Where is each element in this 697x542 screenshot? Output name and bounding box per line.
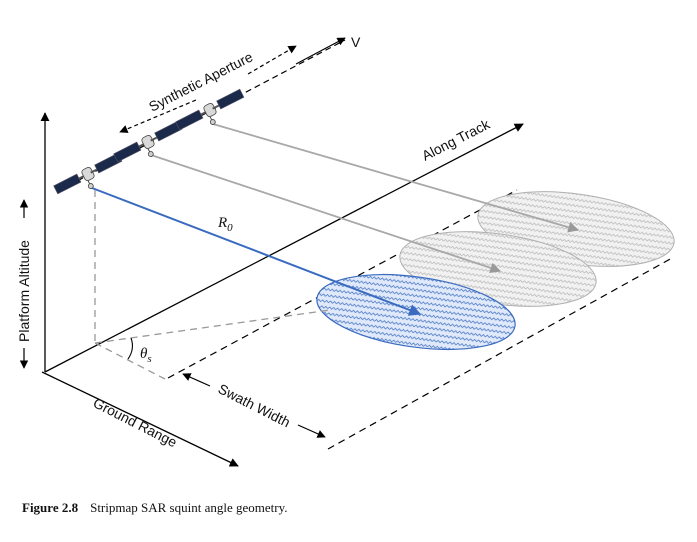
along-track-axis <box>44 123 524 373</box>
satellite-icon <box>52 151 128 205</box>
synthetic-aperture-arrow-right <box>247 45 297 75</box>
platform-altitude-label: Platform Altitude <box>16 240 32 342</box>
stripmap-sar-diagram: V Synthetic Aperture Along Track Platfor… <box>16 34 675 467</box>
zero-squint-line <box>94 342 166 380</box>
along-track-label: Along Track <box>419 115 493 163</box>
swath-width-arrow-far <box>297 424 326 438</box>
velocity-arrow <box>295 37 346 65</box>
squint-angle-arc <box>127 337 134 360</box>
range-label: R0 <box>217 215 233 234</box>
synthetic-aperture-label: Synthetic Aperture <box>146 48 255 114</box>
squint-angle-label: θs <box>140 346 152 365</box>
ground-range-label: Ground Range <box>91 394 180 450</box>
figure-number: Figure 2.8 <box>22 500 79 515</box>
beam-inactive-far <box>212 123 580 233</box>
swath-width-label: Swath Width <box>216 380 293 430</box>
swath-far-edge <box>327 257 673 450</box>
beam-active <box>91 187 422 316</box>
velocity-label: V <box>351 34 361 50</box>
caption-text: Stripmap SAR squint angle geometry. <box>90 500 288 515</box>
ground-range-axis <box>41 371 239 467</box>
beam-inactive-mid <box>150 154 502 274</box>
swath-width-arrow <box>182 373 211 387</box>
squint-line <box>94 309 331 344</box>
figure-caption: Figure 2.8 Stripmap SAR squint angle geom… <box>22 500 682 516</box>
